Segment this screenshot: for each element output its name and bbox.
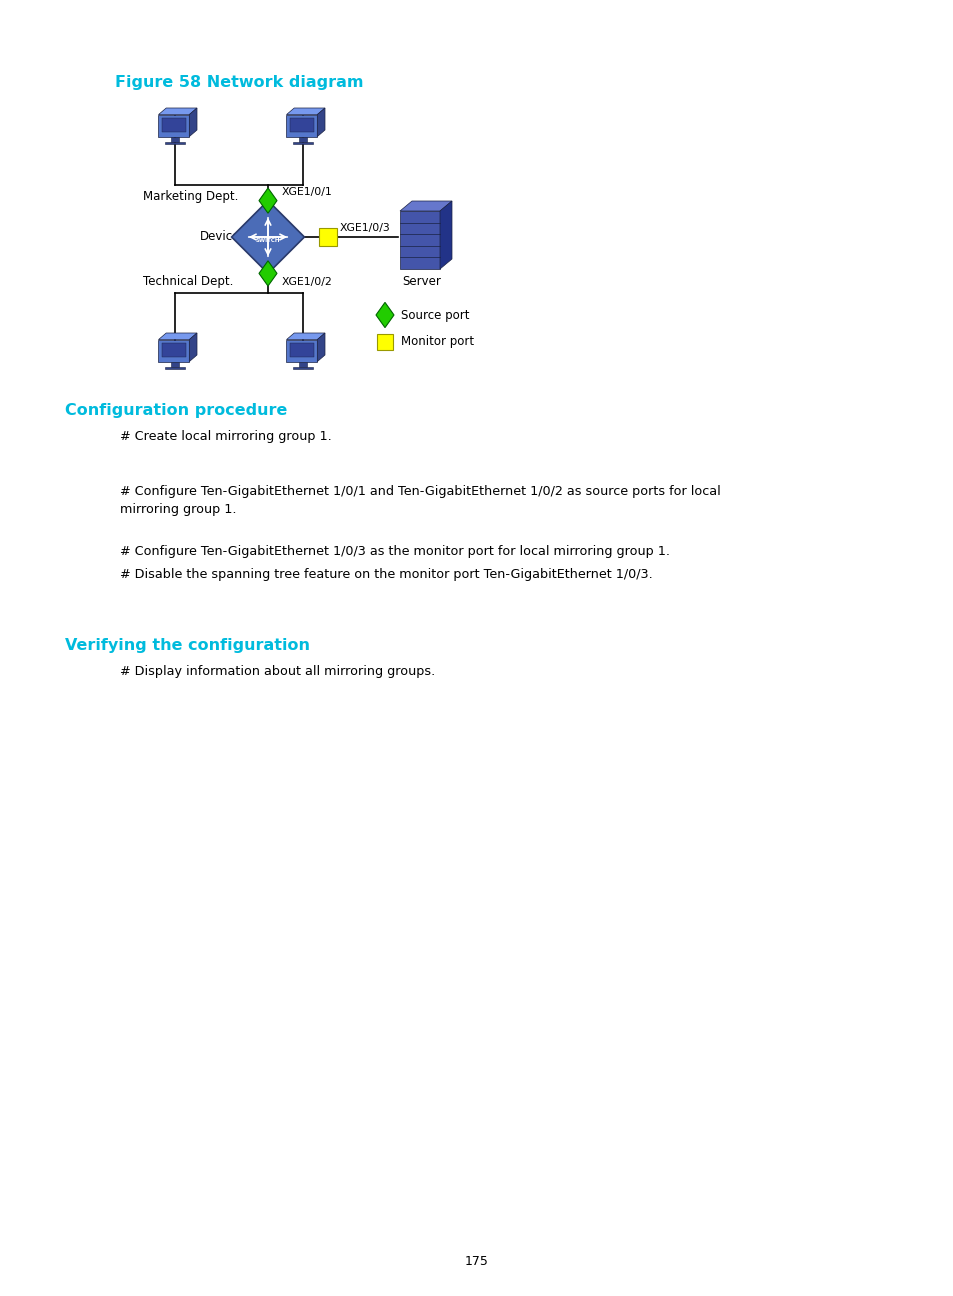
Polygon shape [158, 108, 196, 114]
Polygon shape [258, 188, 276, 214]
Polygon shape [293, 367, 313, 369]
Text: Verifying the configuration: Verifying the configuration [65, 638, 310, 653]
Polygon shape [171, 136, 179, 143]
Bar [318, 228, 336, 246]
Text: XGE1/0/3: XGE1/0/3 [339, 223, 391, 233]
Text: # Configure Ten-GigabitEthernet 1/0/1 and Ten-GigabitEthernet 1/0/2 as source po: # Configure Ten-GigabitEthernet 1/0/1 an… [120, 485, 720, 498]
Polygon shape [298, 136, 307, 143]
Polygon shape [317, 333, 325, 362]
Polygon shape [189, 108, 196, 136]
Polygon shape [158, 114, 189, 136]
Text: Figure 58 Network diagram: Figure 58 Network diagram [115, 75, 363, 89]
Text: XGE1/0/2: XGE1/0/2 [282, 277, 333, 288]
Text: # Display information about all mirroring groups.: # Display information about all mirrorin… [120, 665, 435, 678]
Text: Technical Dept.: Technical Dept. [143, 275, 233, 288]
Polygon shape [317, 108, 325, 136]
Text: SWITCH: SWITCH [255, 238, 280, 244]
Polygon shape [165, 367, 185, 369]
Text: Server: Server [402, 275, 441, 288]
Text: Device: Device [199, 231, 240, 244]
Polygon shape [286, 108, 325, 114]
Polygon shape [399, 211, 439, 270]
Polygon shape [439, 201, 452, 270]
Polygon shape [286, 333, 325, 340]
Polygon shape [162, 343, 186, 358]
Text: XGE1/0/1: XGE1/0/1 [282, 187, 333, 197]
Polygon shape [290, 343, 314, 358]
Text: Monitor port: Monitor port [400, 336, 474, 349]
Text: # Disable the spanning tree feature on the monitor port Ten-GigabitEthernet 1/0/: # Disable the spanning tree feature on t… [120, 568, 652, 581]
Text: # Configure Ten-GigabitEthernet 1/0/3 as the monitor port for local mirroring gr: # Configure Ten-GigabitEthernet 1/0/3 as… [120, 546, 669, 559]
Text: # Create local mirroring group 1.: # Create local mirroring group 1. [120, 430, 332, 443]
Polygon shape [290, 118, 314, 132]
Polygon shape [286, 114, 317, 136]
Polygon shape [165, 143, 185, 144]
Polygon shape [162, 118, 186, 132]
Polygon shape [158, 340, 189, 362]
Text: 175: 175 [464, 1255, 489, 1267]
Polygon shape [158, 333, 196, 340]
Text: Configuration procedure: Configuration procedure [65, 403, 287, 419]
Polygon shape [286, 340, 317, 362]
Bar [376, 334, 393, 350]
Polygon shape [232, 201, 304, 273]
Text: mirroring group 1.: mirroring group 1. [120, 503, 236, 516]
Polygon shape [375, 302, 394, 328]
Text: Source port: Source port [400, 308, 469, 321]
Polygon shape [189, 333, 196, 362]
Polygon shape [298, 362, 307, 367]
Polygon shape [293, 143, 313, 144]
Polygon shape [171, 362, 179, 367]
Text: Marketing Dept.: Marketing Dept. [143, 191, 238, 203]
Polygon shape [258, 260, 276, 286]
Polygon shape [399, 201, 452, 211]
